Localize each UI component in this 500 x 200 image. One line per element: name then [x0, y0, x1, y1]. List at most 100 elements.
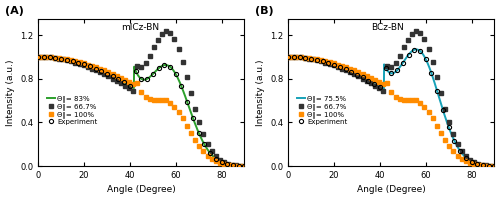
Experiment	[150, 73, 156, 75]
Line: Θ∥= 75.5%: Θ∥= 75.5%	[288, 49, 494, 166]
Θ∥= 100%	[314, 58, 320, 61]
Θ∥= 100%	[238, 165, 244, 167]
Θ∥= 66.7%	[184, 76, 190, 79]
Θ∥= 100%	[213, 160, 219, 163]
Θ∥= 66.7%	[142, 62, 148, 64]
Θ∥= 66.7%	[302, 57, 308, 59]
Θ∥= 66.7%	[35, 56, 41, 58]
Θ∥= 66.7%	[364, 80, 370, 82]
Experiment	[110, 75, 116, 78]
Θ∥= 66.7%	[294, 56, 300, 58]
Θ∥= 100%	[122, 79, 128, 81]
Line: Θ∥= 83%: Θ∥= 83%	[38, 57, 244, 166]
Θ∥= 100%	[364, 75, 370, 77]
Θ∥= 66.7%	[314, 59, 320, 62]
Θ∥= 66.7%	[200, 133, 206, 135]
Θ∥= 66.7%	[326, 63, 332, 65]
Θ∥= 66.7%	[401, 46, 407, 49]
Θ∥= 100%	[396, 98, 402, 100]
Θ∥= 83%	[89, 66, 95, 68]
Experiment	[161, 64, 167, 66]
Experiment	[342, 68, 348, 71]
Θ∥= 66.7%	[343, 69, 349, 72]
Θ∥= 100%	[52, 57, 58, 59]
Experiment	[480, 164, 486, 166]
Experiment	[58, 58, 64, 60]
Experiment	[213, 158, 219, 160]
Θ∥= 66.7%	[230, 164, 235, 166]
Θ∥= 66.7%	[442, 107, 448, 110]
Experiment	[87, 65, 93, 68]
Θ∥= 100%	[114, 75, 119, 77]
Θ∥= 66.7%	[290, 56, 296, 58]
Θ∥= 66.7%	[134, 65, 140, 67]
Θ∥= 66.7%	[155, 38, 161, 41]
Experiment	[468, 160, 474, 163]
Θ∥= 66.7%	[446, 121, 452, 124]
Θ∥= 100%	[318, 59, 324, 61]
Θ∥= 66.7%	[89, 67, 95, 70]
Θ∥= 66.7%	[172, 38, 177, 40]
Experiment	[296, 56, 302, 59]
Θ∥= 66.7%	[151, 46, 157, 49]
Θ∥= 100%	[467, 162, 473, 164]
Θ∥= 66.7%	[384, 65, 390, 67]
Θ∥= 66.7%	[463, 155, 469, 157]
Θ∥= 66.7%	[368, 82, 374, 85]
Θ∥= 75.5%	[464, 157, 469, 159]
Experiment	[492, 165, 498, 167]
Θ∥= 66.7%	[438, 92, 444, 94]
Θ∥= 66.7%	[475, 163, 481, 165]
Θ∥= 100%	[221, 163, 227, 165]
Line: Θ∥= 100%: Θ∥= 100%	[286, 55, 492, 168]
Experiment	[127, 85, 133, 87]
Θ∥= 100%	[44, 56, 50, 58]
Θ∥= 66.7%	[138, 66, 144, 68]
Θ∥= 100%	[234, 164, 239, 167]
Θ∥= 100%	[488, 165, 494, 167]
Legend: Θ∥= 83%, Θ∥= 66.7%, Θ∥= 100%, Experiment: Θ∥= 83%, Θ∥= 66.7%, Θ∥= 100%, Experiment	[46, 94, 98, 126]
Θ∥= 100%	[204, 155, 210, 157]
Θ∥= 66.7%	[168, 32, 173, 34]
Θ∥= 75.5%	[339, 67, 345, 69]
Experiment	[457, 150, 463, 152]
Θ∥= 100%	[192, 139, 198, 141]
Experiment	[452, 140, 458, 142]
Experiment	[394, 69, 400, 72]
Θ∥= 75.5%	[492, 165, 498, 167]
Θ∥= 66.7%	[380, 90, 386, 92]
Θ∥= 100%	[475, 164, 481, 166]
Θ∥= 100%	[392, 96, 398, 98]
Θ∥= 100%	[176, 111, 182, 113]
Experiment	[64, 59, 70, 61]
Θ∥= 100%	[418, 102, 424, 104]
Line: Θ∥= 66.7%: Θ∥= 66.7%	[36, 29, 242, 168]
Θ∥= 66.7%	[471, 161, 477, 163]
Θ∥= 100%	[118, 77, 124, 79]
Θ∥= 66.7%	[213, 155, 219, 157]
Θ∥= 66.7%	[409, 32, 415, 35]
Θ∥= 66.7%	[454, 142, 460, 145]
Θ∥= 100%	[151, 99, 157, 101]
Θ∥= 100%	[446, 145, 452, 147]
Θ∥= 100%	[302, 57, 308, 59]
Θ∥= 83%	[182, 95, 188, 97]
Θ∥= 100%	[217, 162, 223, 164]
Θ∥= 66.7%	[450, 133, 456, 135]
Θ∥= 66.7%	[196, 121, 202, 124]
Experiment	[417, 50, 423, 52]
Θ∥= 100%	[339, 65, 345, 67]
Experiment	[331, 64, 337, 66]
Θ∥= 66.7%	[225, 163, 231, 165]
Θ∥= 100%	[434, 124, 440, 127]
Θ∥= 100%	[330, 62, 336, 65]
Θ∥= 66.7%	[56, 57, 62, 60]
Θ∥= 66.7%	[484, 164, 490, 166]
Θ∥= 83%	[58, 58, 64, 60]
Θ∥= 100%	[352, 69, 358, 72]
Θ∥= 100%	[285, 56, 291, 58]
Θ∥= 100%	[450, 150, 456, 153]
Θ∥= 66.7%	[64, 59, 70, 62]
Θ∥= 66.7%	[176, 48, 182, 50]
Θ∥= 75.5%	[374, 84, 380, 86]
